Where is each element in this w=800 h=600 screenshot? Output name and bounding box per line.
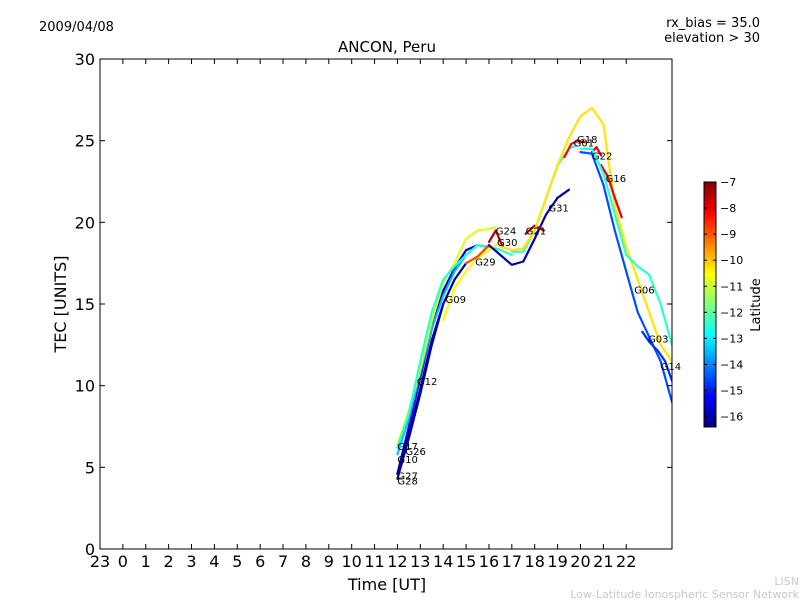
x-tick-label: 8 [301,552,311,571]
y-tick-label: 0 [85,540,95,559]
colorbar-tick-label: −9 [720,228,736,241]
x-tick-label: 14 [433,552,453,571]
series-line-g06 [579,147,672,346]
y-tick-label: 5 [85,458,95,477]
satellite-label-g21: G21 [526,227,546,238]
series-line-g09 [442,240,502,322]
x-tick-label: 19 [547,552,567,571]
satellite-label-g06: G06 [634,285,654,296]
plot-frame [99,58,673,550]
satellite-label-g03: G03 [648,334,668,345]
footer-network: Low-Latitude Ionospheric Sensor Network [570,588,799,600]
x-tick-label: 18 [525,552,545,571]
series-line-g03 [579,151,672,404]
colorbar-tick-label: −15 [720,385,743,398]
x-axis-label: Time [UT] [347,575,426,594]
y-tick-label: 20 [75,213,95,232]
series-layer [396,106,672,480]
y-tick-label: 25 [75,132,95,151]
series-line-g21 [524,224,546,235]
colorbar-tick-label: −12 [720,306,743,319]
colorbar-tick-label: −11 [720,280,743,293]
colorbar-tick-label: −10 [720,254,743,267]
x-tick-label: 17 [502,552,522,571]
x-tick-label: 16 [479,552,499,571]
x-tick-label: 13 [410,552,430,571]
satellite-label-g31: G31 [548,204,568,215]
y-axis-label: TEC [UNITS] [51,256,70,354]
x-tick-label: 4 [209,552,219,571]
series-line-g30 [487,188,571,266]
y-tick-label: 10 [75,377,95,396]
x-tick-label: 3 [186,552,196,571]
series-line-g18 [499,106,672,363]
colorbar [703,181,717,428]
x-tick-label: 22 [616,552,636,571]
elevation-label: elevation > 30 [664,31,760,46]
x-tick-label: 15 [456,552,476,571]
footer-lisn: LISN [774,575,799,588]
colorbar-ticks: −7 −8 −9 −10 −11 −12 −13 −14 −15 −16 [704,176,743,424]
colorbar-tick-label: −14 [720,358,743,371]
satellite-label-g18: G18 [577,135,597,146]
x-tick-label: 20 [570,552,590,571]
y-tick-label: 15 [75,295,95,314]
satellite-label-g30: G30 [497,238,517,249]
colorbar-tick-label: −13 [720,332,743,345]
date-label: 2009/04/08 [39,20,114,35]
series-line-g12 [396,244,502,475]
chart-title: ANCON, Peru [338,38,436,56]
colorbar-tick-label: −8 [720,202,736,215]
x-tick-label: 21 [593,552,613,571]
series-line-g16 [599,164,623,219]
series-line-g10 [396,253,468,456]
satellite-label-g12: G12 [417,377,437,388]
x-tick-label: 11 [364,552,384,571]
satellite-label-g24: G24 [496,227,516,238]
x-tick-label: 5 [232,552,242,571]
rx-bias-label: rx_bias = 35.0 [666,16,760,31]
series-line-g24 [487,229,504,248]
y-axis-ticks: 0 5 10 15 20 25 30 [75,50,672,559]
x-tick-label: 23 [90,552,110,571]
x-tick-label: 1 [141,552,151,571]
colorbar-tick-label: −16 [720,411,743,424]
x-tick-label: 6 [255,552,265,571]
satellite-label-g14: G14 [661,362,681,373]
x-tick-label: 12 [387,552,407,571]
satellite-label-g26: G26 [405,447,425,458]
series-line-g29 [465,244,491,265]
satellite-label-g27: G27 [397,472,417,483]
satellite-label-g22: G22 [592,151,612,162]
series-line-g28 [396,302,445,480]
satellite-label-g28: G28 [397,476,417,487]
x-tick-label: 9 [324,552,334,571]
colorbar-label: Latitude [749,278,764,332]
y-tick-label: 30 [75,50,95,69]
satellite-label-g10: G10 [397,455,417,466]
x-tick-label: 0 [118,552,128,571]
satellite-label-g17: G17 [397,442,417,453]
satellite-label-g01: G01 [574,138,594,149]
series-line-g14 [641,330,672,382]
x-tick-label: 7 [278,552,288,571]
x-axis-ticks: 23 0 1 2 3 4 5 6 7 8 9 10 11 12 13 14 15 16 17 18 19 20 21 22 [90,59,636,571]
colorbar-tick-label: −7 [720,176,736,189]
x-tick-label: 2 [164,552,174,571]
satellite-label-g16: G16 [606,174,626,185]
series-line-g01 [563,139,587,159]
satellite-label-g09: G09 [446,295,466,306]
x-tick-label: 10 [342,552,362,571]
satellite-label-g29: G29 [475,258,495,269]
